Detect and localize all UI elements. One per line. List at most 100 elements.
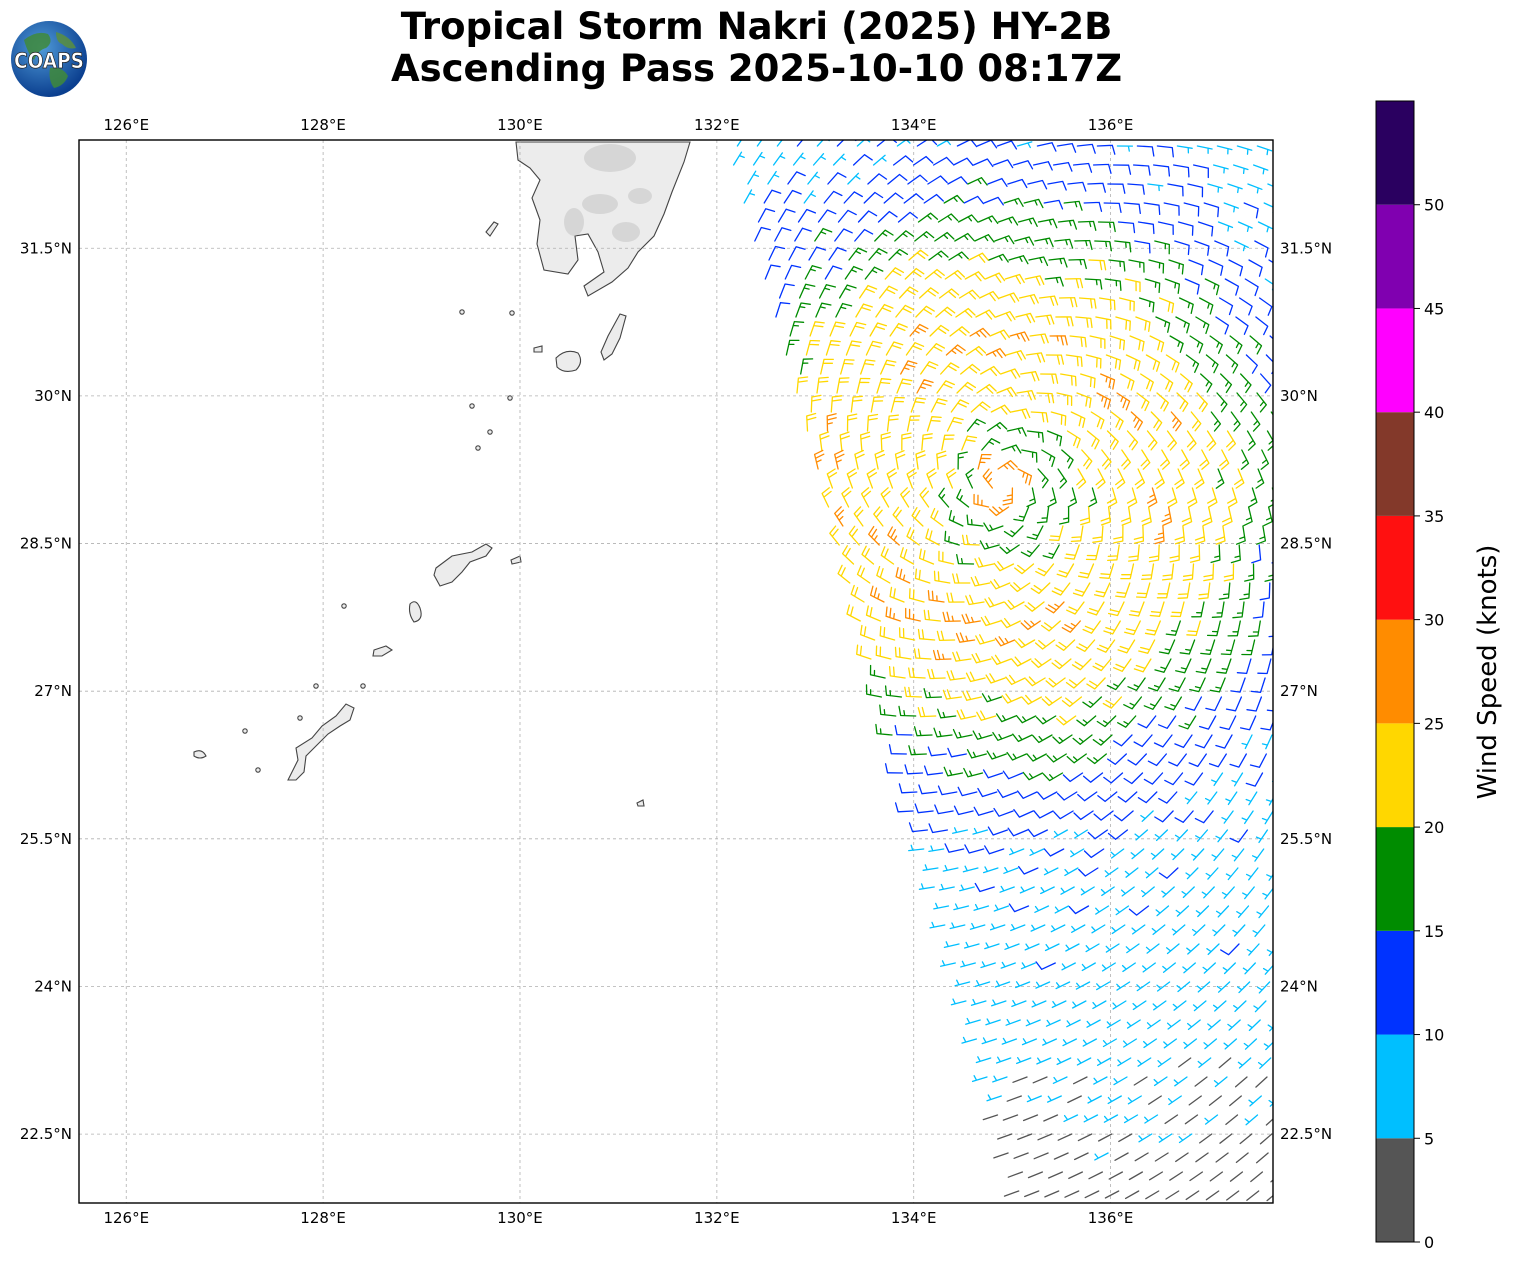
wind-barb [1209, 677, 1226, 693]
wind-barb [908, 588, 925, 603]
wind-barb [1097, 221, 1116, 233]
wind-barb [1107, 544, 1120, 562]
wind-barb [1120, 506, 1132, 526]
wind-barb [923, 688, 943, 699]
wind-barb [1069, 335, 1087, 348]
wind-barb [1250, 1171, 1264, 1183]
wind-barb [844, 265, 863, 280]
lat-tick-label-left: 30°N [34, 387, 72, 405]
islet [255, 767, 261, 773]
wind-barb [1245, 354, 1258, 374]
wind-barb [945, 344, 966, 356]
wind-barb [896, 140, 911, 147]
wind-barb [832, 153, 847, 166]
wind-barb [861, 545, 875, 565]
wind-barb [1254, 240, 1269, 258]
wind-barb [1013, 506, 1030, 522]
wind-barb [1195, 829, 1209, 842]
wind-barb [1257, 1057, 1272, 1069]
wind-barb [1042, 1038, 1058, 1046]
wind-barb [993, 561, 1015, 572]
wind-barb [1169, 1171, 1184, 1181]
wind-barb [1147, 183, 1164, 192]
wind-barb [1107, 601, 1125, 617]
wind-barb [997, 789, 1018, 799]
wind-barb [1036, 392, 1055, 404]
wind-barb [1179, 639, 1196, 655]
wind-barb [1155, 316, 1171, 333]
landmass-tanegashima [600, 313, 627, 361]
wind-barb [886, 414, 900, 432]
wind-barb [1035, 981, 1051, 989]
wind-barb [1251, 848, 1265, 862]
wind-barb [918, 287, 939, 299]
wind-barb [1056, 142, 1077, 153]
wind-barb [1014, 236, 1035, 246]
wind-barb [1175, 905, 1190, 917]
wind-barb [1235, 316, 1249, 335]
wind-barb [1189, 335, 1204, 354]
wind-barb [1266, 430, 1273, 451]
wind-barb [1104, 278, 1122, 291]
wind-barb [1171, 924, 1186, 936]
wind-barb [908, 667, 926, 679]
wind-barb [1143, 1038, 1158, 1049]
wind-barb [1116, 145, 1134, 152]
wind-barb [1095, 316, 1112, 330]
wind-barb [978, 290, 1000, 302]
wind-barb [1164, 696, 1183, 711]
wind-barb [819, 431, 830, 451]
wind-barb [1243, 506, 1253, 527]
wind-barb [1034, 237, 1054, 248]
wind-barb [1080, 886, 1095, 896]
wind-barb [836, 377, 850, 394]
wind-barb [943, 941, 960, 949]
wind-barb [1148, 544, 1160, 563]
wind-barb [1263, 202, 1273, 214]
wind-barb [1020, 371, 1040, 382]
wind-barb [1031, 1000, 1047, 1008]
wind-barb [1267, 1024, 1273, 1032]
wind-barb [1202, 962, 1216, 974]
wind-barb [1006, 1095, 1022, 1102]
wind-barb [1206, 620, 1221, 637]
graticule [79, 140, 1273, 1203]
wind-barb [1096, 1057, 1112, 1066]
lat-tick-label-left: 31.5°N [20, 239, 72, 257]
wind-barb [1019, 886, 1035, 894]
wind-barb [986, 1094, 1002, 1102]
wind-barb [1188, 753, 1207, 768]
wind-barb [1277, 146, 1291, 155]
wind-barb [1230, 544, 1241, 564]
wind-barb [1197, 1057, 1212, 1068]
wind-barb [1244, 1114, 1259, 1126]
wind-barb [1239, 582, 1251, 601]
landmass-kumejima [193, 750, 207, 759]
wind-barb [929, 324, 950, 337]
wind-barb [860, 487, 872, 508]
wind-barb [962, 865, 979, 873]
wind-barb [1218, 1057, 1232, 1069]
wind-barb [1049, 335, 1068, 346]
wind-barb [981, 438, 1001, 451]
wind-barb [1093, 810, 1114, 821]
wind-barb [1218, 582, 1231, 600]
wind-barb [1097, 791, 1118, 803]
wind-barb [1267, 183, 1273, 187]
wind-barb [1184, 791, 1198, 805]
wind-barb [1207, 1019, 1221, 1031]
wind-barb [1125, 354, 1141, 372]
wind-barb [957, 786, 978, 797]
wind-barb [1196, 981, 1211, 993]
wind-barb [1070, 848, 1085, 858]
wind-barb [937, 708, 957, 719]
wind-barb [885, 341, 904, 356]
wind-barb [964, 271, 986, 282]
wind-barb [1045, 677, 1066, 688]
wind-barb [747, 170, 760, 185]
wind-barb [1016, 1057, 1032, 1065]
wind-barb [1178, 297, 1194, 315]
wind-barb [1259, 1133, 1273, 1145]
wind-barb [1137, 791, 1158, 804]
wind-barb [913, 648, 932, 660]
